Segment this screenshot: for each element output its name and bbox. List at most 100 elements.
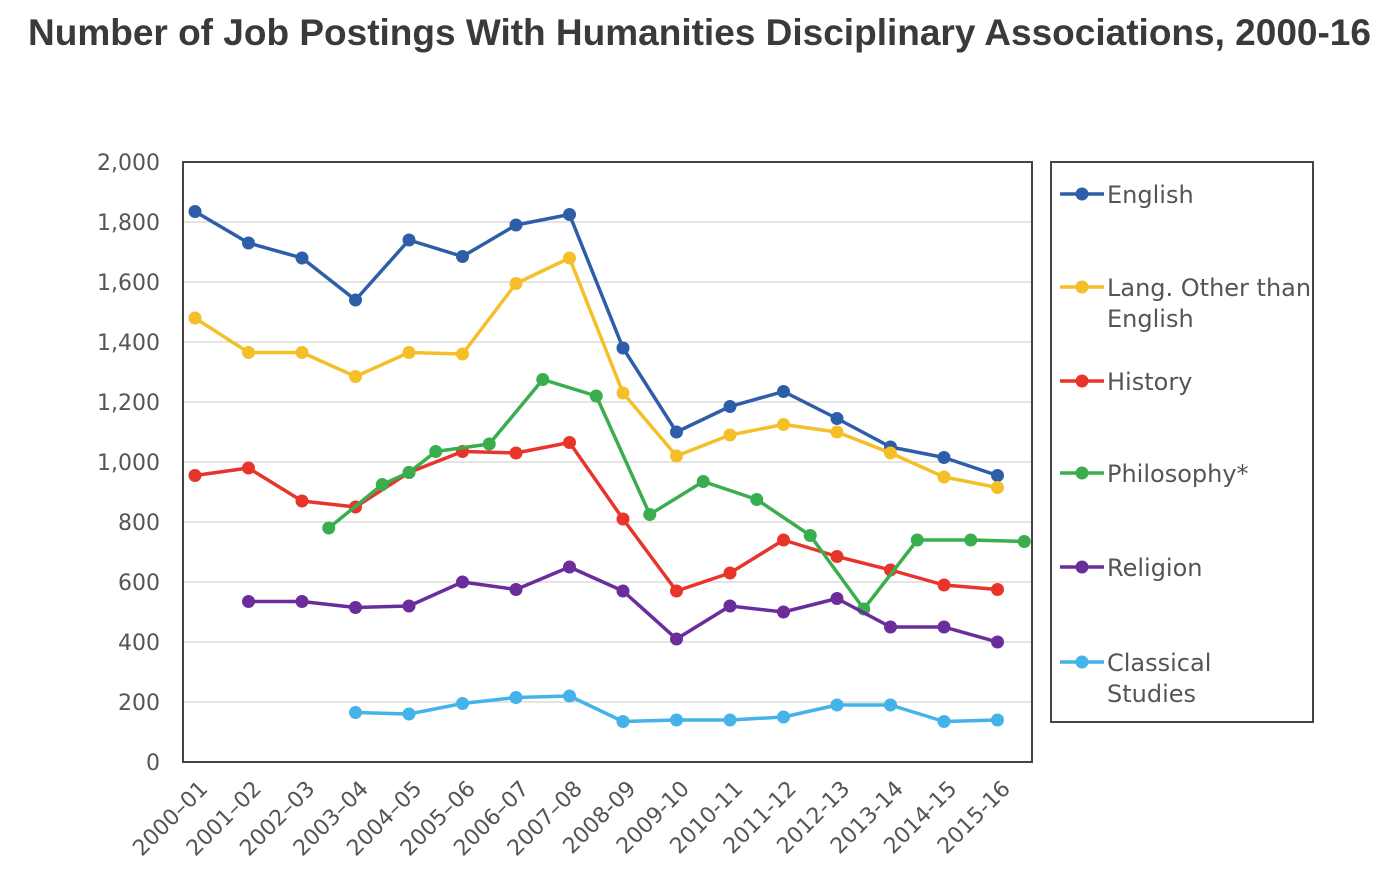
data-point xyxy=(295,494,309,508)
data-point xyxy=(670,584,683,598)
data-point xyxy=(242,461,255,475)
data-point xyxy=(803,529,817,542)
y-tick-label: 800 xyxy=(118,511,160,536)
data-point xyxy=(295,595,309,608)
y-tick-label: 1,600 xyxy=(97,271,160,296)
legend-marker xyxy=(1075,374,1089,388)
data-point xyxy=(884,563,897,577)
data-point xyxy=(750,493,764,506)
data-point xyxy=(563,436,576,449)
data-point xyxy=(723,566,737,580)
y-tick-label: 1,400 xyxy=(97,331,160,356)
data-point xyxy=(563,251,576,265)
legend-label: Lang. Other than xyxy=(1107,274,1311,302)
data-point xyxy=(188,311,202,325)
y-tick-label: 0 xyxy=(146,751,160,776)
data-point xyxy=(723,400,737,413)
data-point xyxy=(830,550,844,563)
data-point xyxy=(402,599,416,613)
data-point xyxy=(242,346,255,359)
data-point xyxy=(616,341,630,355)
y-tick-label: 2,000 xyxy=(97,151,160,176)
data-point xyxy=(830,425,844,439)
y-tick-label: 1,000 xyxy=(97,451,160,476)
series-line xyxy=(327,377,1025,611)
data-point xyxy=(456,575,469,589)
data-point xyxy=(456,697,469,710)
data-point xyxy=(991,469,1004,482)
data-point xyxy=(991,481,1004,494)
data-point xyxy=(830,412,844,425)
data-point xyxy=(670,449,683,463)
series-1 xyxy=(188,251,1004,494)
legend-entry: History xyxy=(1060,368,1192,396)
data-point xyxy=(830,698,844,712)
data-point xyxy=(616,715,630,728)
legend-marker xyxy=(1075,280,1089,294)
data-point xyxy=(295,346,309,359)
data-point xyxy=(670,425,683,439)
legend-marker xyxy=(1075,560,1089,574)
data-point xyxy=(242,595,255,608)
data-point xyxy=(643,508,657,521)
data-point xyxy=(723,428,737,442)
data-point xyxy=(295,251,309,265)
data-point xyxy=(429,445,443,458)
data-point xyxy=(402,233,416,247)
legend-entry: Religion xyxy=(1060,554,1203,582)
data-point xyxy=(884,620,897,634)
x-axis-ticks: 2000–012001–022002–032003–042004–052005–… xyxy=(128,777,1015,862)
data-point xyxy=(589,389,603,403)
legend-entry: Philosophy* xyxy=(1060,460,1249,488)
data-point xyxy=(456,250,469,263)
data-point xyxy=(188,205,202,218)
series-line xyxy=(194,440,998,593)
data-point xyxy=(188,469,202,482)
data-point xyxy=(777,533,790,547)
data-point xyxy=(937,620,951,634)
series-4 xyxy=(242,560,1004,649)
data-point xyxy=(322,521,336,535)
legend-label: Philosophy* xyxy=(1107,460,1249,488)
legend-marker xyxy=(1075,655,1089,669)
y-tick-label: 600 xyxy=(118,571,160,596)
data-point xyxy=(563,689,576,703)
data-point xyxy=(991,583,1004,596)
chart-title: Number of Job Postings With Humanities D… xyxy=(28,12,1371,53)
data-point xyxy=(670,713,683,727)
legend-entry: English xyxy=(1060,181,1194,209)
y-tick-label: 200 xyxy=(118,691,160,716)
data-point xyxy=(1017,535,1031,548)
data-point xyxy=(777,385,790,398)
data-point xyxy=(349,706,362,719)
plot-area-frame xyxy=(182,161,1033,763)
data-point xyxy=(937,451,951,464)
data-point xyxy=(402,346,416,359)
data-point xyxy=(509,446,523,460)
legend-box xyxy=(1050,161,1314,723)
legend: English Lang. Other than English History Phi… xyxy=(1060,181,1311,708)
y-axis-ticks: 0 200 400 600 800 1,000 1,200 1,400 1,600 1,800 2,… xyxy=(97,151,160,776)
data-point xyxy=(402,707,416,721)
legend-marker xyxy=(1075,466,1089,480)
data-point xyxy=(696,475,710,488)
data-point xyxy=(884,698,897,712)
data-point xyxy=(723,599,737,613)
data-point xyxy=(616,584,630,598)
data-point xyxy=(482,437,496,451)
y-tick-label: 1,800 xyxy=(97,211,160,236)
data-point xyxy=(242,236,255,250)
legend-label: Studies xyxy=(1107,680,1196,708)
series-line xyxy=(194,256,998,490)
data-point xyxy=(884,446,897,460)
data-point xyxy=(563,208,576,221)
data-point xyxy=(456,347,469,361)
data-point xyxy=(777,605,790,619)
data-point xyxy=(349,370,362,383)
data-point xyxy=(910,533,924,547)
data-point xyxy=(723,713,737,727)
series-5 xyxy=(349,689,1004,728)
series-2 xyxy=(188,436,1004,598)
data-point xyxy=(509,583,523,596)
